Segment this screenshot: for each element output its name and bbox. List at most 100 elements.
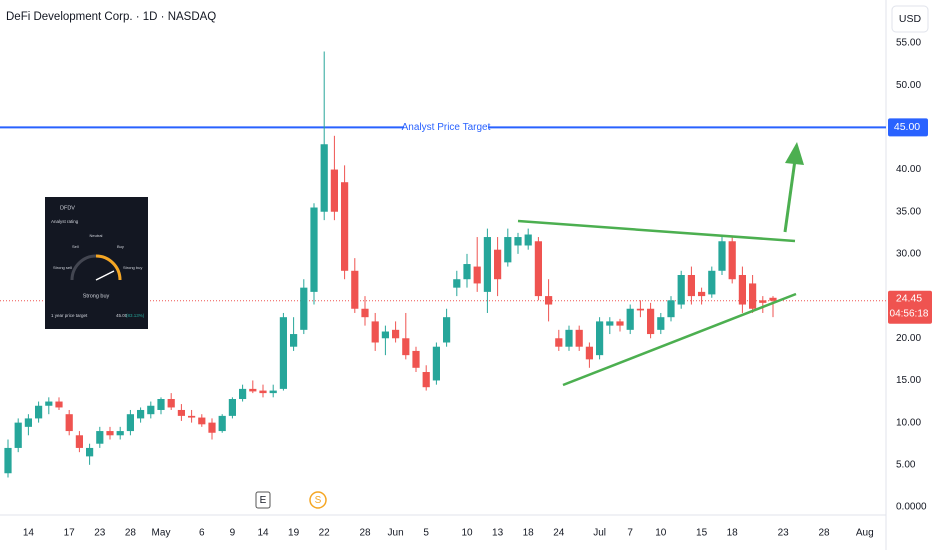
candle-body: [749, 283, 757, 309]
last-price-tag: [888, 290, 932, 324]
x-tick-label: 7: [627, 528, 633, 539]
countdown-label: 04:56:18: [890, 308, 929, 319]
candle-body: [157, 399, 165, 410]
candle-body: [177, 409, 185, 416]
candle-body: [708, 270, 716, 295]
analyst-widget: DFDV Analyst rating Strong sell Sell Neu…: [45, 197, 148, 329]
earnings-marker[interactable]: [255, 491, 271, 509]
candle-body: [626, 308, 634, 330]
earnings-label[interactable]: E: [260, 495, 267, 506]
candle-body: [432, 346, 440, 381]
candle-body: [738, 275, 746, 305]
candle-body: [75, 435, 83, 448]
y-tick-label: 5.00: [896, 459, 916, 470]
widget-background: [45, 197, 148, 329]
candle-body: [279, 317, 287, 389]
candle-body: [4, 447, 12, 474]
currency-button[interactable]: [891, 5, 929, 33]
target-tag-label: 45.00: [894, 121, 920, 133]
candle-body: [361, 308, 369, 318]
plot: Analyst Price Target: [0, 51, 886, 478]
candle-body: [290, 334, 298, 347]
candle-body: [443, 317, 451, 343]
candle-body: [769, 297, 777, 301]
candle-body: [514, 237, 522, 246]
candle-body: [575, 329, 583, 347]
x-tick-label: 22: [319, 528, 331, 539]
candle-body: [494, 249, 502, 280]
candle-body: [718, 241, 726, 271]
x-tick-label: 15: [696, 528, 708, 539]
candle-body: [402, 338, 410, 356]
candle-body: [463, 264, 471, 280]
y-tick-label: 55.00: [896, 38, 921, 49]
candle-body: [616, 321, 624, 326]
x-tick-label: 9: [230, 528, 236, 539]
x-tick-label: 28: [125, 528, 137, 539]
candle-body: [86, 447, 94, 457]
gauge-highlight: [95, 254, 122, 281]
split-marker[interactable]: [309, 491, 327, 509]
candle-body: [381, 331, 389, 339]
x-tick-label: 6: [199, 528, 205, 539]
x-tick-label: 10: [655, 528, 667, 539]
candle-body: [24, 418, 32, 427]
y-tick-label: 0.0000: [896, 502, 927, 513]
x-tick-label: 23: [778, 528, 790, 539]
candle-body: [687, 275, 695, 297]
gauge-needle: [95, 270, 115, 281]
candle-body: [606, 321, 614, 326]
arrow-head: [785, 142, 804, 165]
x-tick-label: 19: [288, 528, 300, 539]
target-tag: [888, 118, 928, 137]
candle-body: [504, 237, 512, 263]
candle-body: [35, 405, 43, 419]
widget-target: 45.00: [116, 313, 128, 318]
trendline-lower: [562, 292, 797, 387]
widget-upside: (83.13%): [126, 313, 145, 318]
x-tick-label: 24: [553, 528, 565, 539]
candle-body: [167, 399, 175, 408]
candle-body: [96, 431, 104, 444]
candle-body: [55, 401, 63, 408]
candle-body: [106, 431, 114, 436]
target-label-bg: [404, 120, 488, 135]
widget-target-name: 1 year price target: [51, 313, 88, 318]
candle-body: [351, 270, 359, 309]
candle-body: [188, 415, 196, 418]
y-tick-label: 35.00: [896, 206, 921, 217]
candle-body: [698, 291, 706, 297]
candle-body: [453, 279, 461, 288]
y-tick-label: 40.00: [896, 164, 921, 175]
candle-body: [269, 390, 277, 394]
x-tick-label: Jun: [388, 528, 404, 539]
candle-body: [677, 275, 685, 305]
candle-body: [636, 308, 644, 311]
candle-body: [65, 414, 73, 432]
candle-body: [412, 350, 420, 368]
candle-body: [320, 144, 328, 212]
widget-ticker: DFDV: [60, 205, 75, 211]
x-tick-label: 14: [23, 528, 35, 539]
chart-title: DeFi Development Corp. · 1D · NASDAQ: [6, 11, 216, 23]
candle-body: [667, 300, 675, 318]
candle-body: [116, 431, 124, 436]
y-tick-label: 10.00: [896, 417, 921, 428]
split-label[interactable]: S: [315, 495, 322, 506]
x-tick-label: 10: [461, 528, 473, 539]
candle-body: [310, 207, 318, 292]
candle-body: [371, 321, 379, 343]
target-label: Analyst Price Target: [402, 122, 491, 133]
last-price-label: 24.45: [896, 293, 922, 305]
trendline-upper: [517, 219, 796, 243]
scale-label: Neutral: [90, 233, 103, 238]
candle-body: [647, 308, 655, 335]
currency-label[interactable]: USD: [899, 13, 922, 25]
candle-body: [198, 417, 206, 425]
x-tick-label: May: [152, 528, 171, 539]
scale-label: Strong buy: [123, 265, 142, 270]
candle-body: [524, 234, 532, 246]
candle-body: [657, 317, 665, 330]
y-tick-label: 20.00: [896, 333, 921, 344]
x-tick-label: 18: [523, 528, 535, 539]
